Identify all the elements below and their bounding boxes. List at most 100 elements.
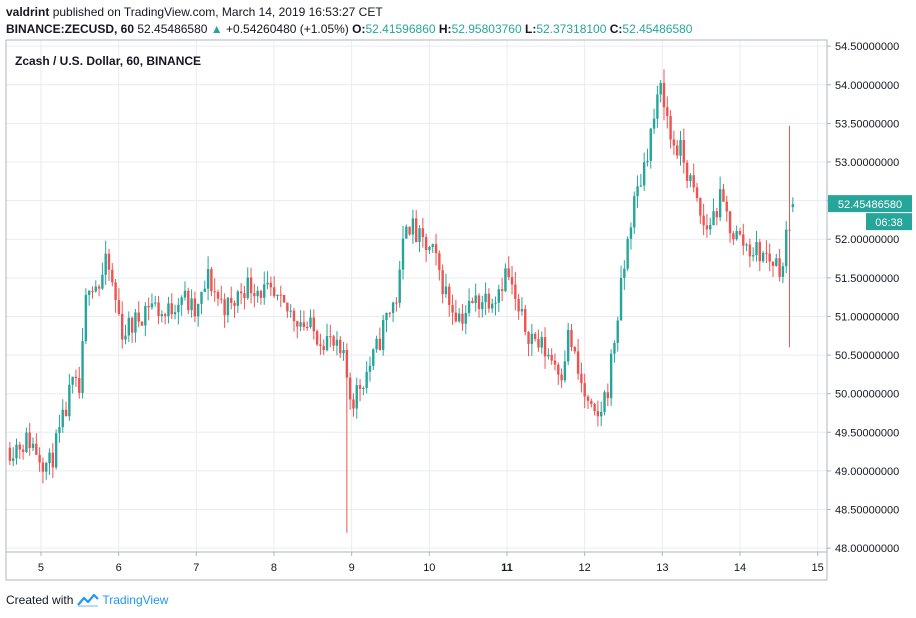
candle-body — [500, 289, 504, 292]
candle-body — [289, 310, 292, 312]
ohlc-bar: BINANCE:ZECUSD, 60 52.45486580 ▲ +0.5426… — [6, 21, 692, 37]
y-tick-label: 54.50000000 — [835, 41, 899, 53]
candle-body — [296, 321, 299, 327]
candle-body — [315, 331, 319, 345]
x-tick-label: 9 — [349, 562, 355, 574]
candle-body — [537, 338, 540, 348]
candle-body — [477, 295, 481, 310]
candle-body — [398, 269, 401, 303]
candle-body — [319, 344, 322, 346]
candle-body — [781, 266, 785, 277]
candle-body — [134, 312, 137, 333]
y-tick-label: 51.00000000 — [835, 311, 899, 323]
candle-body — [249, 277, 253, 294]
candle-body — [339, 339, 342, 354]
price-axis[interactable]: 54.50000000 54.00000000 53.50000000 53.0000… — [827, 41, 899, 555]
candle-body — [679, 140, 682, 156]
candle-body — [322, 345, 325, 351]
candle-body — [487, 293, 491, 309]
candle-body — [533, 333, 537, 339]
candle-body — [160, 314, 164, 316]
candle-body — [659, 82, 662, 95]
candle-body — [332, 336, 335, 346]
x-tick-label: 7 — [193, 562, 199, 574]
candle-body — [467, 300, 471, 314]
candle-body — [738, 231, 742, 235]
candle-body — [494, 302, 497, 304]
candle-body — [177, 304, 180, 313]
candle-body — [329, 336, 332, 338]
candle-body — [666, 107, 669, 117]
candle-body — [639, 185, 643, 187]
tradingview-link[interactable]: TradingView — [102, 593, 169, 607]
candle-body — [325, 336, 329, 351]
candle-body — [306, 327, 309, 329]
candle-body — [170, 303, 173, 315]
candle-body — [728, 211, 732, 234]
candle-body — [127, 317, 131, 336]
candle-body — [775, 258, 778, 266]
y-tick-label: 49.00000000 — [835, 466, 899, 478]
candle-body — [163, 314, 167, 317]
candle-body — [484, 293, 487, 303]
candle-body — [732, 233, 735, 240]
candle-body — [263, 284, 266, 298]
candle-body — [603, 392, 606, 412]
candle-body — [576, 351, 580, 374]
candle-body — [150, 303, 154, 308]
last-price-marker: 52.45486580 06:38 — [828, 195, 912, 231]
candle-body — [193, 298, 197, 317]
candle-body — [563, 361, 567, 381]
open-value: 52.41596860 — [365, 22, 436, 36]
countdown-label: 06:38 — [875, 217, 903, 229]
chart-title: Zcash / U.S. Dollar, 60, BINANCE — [15, 54, 201, 68]
candle-body — [491, 303, 494, 309]
y-tick-label: 53.00000000 — [835, 157, 899, 169]
footer: Created with TradingView — [6, 592, 168, 608]
candle-body — [553, 360, 557, 365]
candle-body — [352, 399, 355, 409]
candle-body — [742, 234, 745, 246]
candle-body — [636, 186, 639, 197]
candle-body — [11, 458, 15, 461]
candle-body — [609, 353, 613, 399]
candle-body — [451, 305, 454, 313]
candle-body — [448, 286, 451, 306]
candle-body — [461, 313, 464, 324]
candle-body — [312, 317, 316, 332]
x-tick-label: 6 — [116, 562, 122, 574]
y-tick-label: 49.50000000 — [835, 427, 899, 439]
candle-body — [38, 454, 41, 463]
candle-body — [385, 312, 388, 321]
x-tick-label: 15 — [812, 562, 824, 574]
author-name[interactable]: valdrint — [6, 5, 50, 19]
candle-body — [695, 187, 699, 199]
time-axis[interactable]: 5 6 7 8 9 10 11 12 13 14 15 — [38, 552, 824, 574]
candle-body — [68, 384, 71, 417]
candles — [8, 69, 795, 533]
candle-body — [97, 286, 101, 289]
candle-body — [642, 162, 646, 186]
published-text: published on TradingView.com, March 14, … — [52, 5, 383, 19]
candle-body — [61, 409, 64, 428]
candle-body — [81, 341, 84, 393]
candle-body — [140, 321, 144, 326]
x-tick-label: 14 — [734, 562, 746, 574]
candle-body — [48, 452, 51, 463]
candle-body — [256, 290, 259, 297]
candle-body — [656, 94, 659, 119]
candle-body — [362, 387, 365, 389]
candle-body — [35, 443, 38, 455]
candle-body — [388, 312, 391, 314]
candle-body — [348, 377, 352, 400]
last-price-label: 52.45486580 — [838, 199, 902, 211]
candle-body — [590, 400, 593, 404]
candle-body — [557, 364, 560, 375]
price-chart[interactable]: 5 6 7 8 9 10 11 12 13 14 15 54.50000000 54.00000000… — [0, 0, 916, 590]
candle-body — [233, 302, 236, 306]
candle-body — [616, 320, 619, 343]
candle-body — [243, 293, 246, 298]
candle-body — [675, 145, 679, 156]
candle-body — [454, 312, 458, 322]
publish-info: valdrint published on TradingView.com, M… — [6, 4, 383, 20]
